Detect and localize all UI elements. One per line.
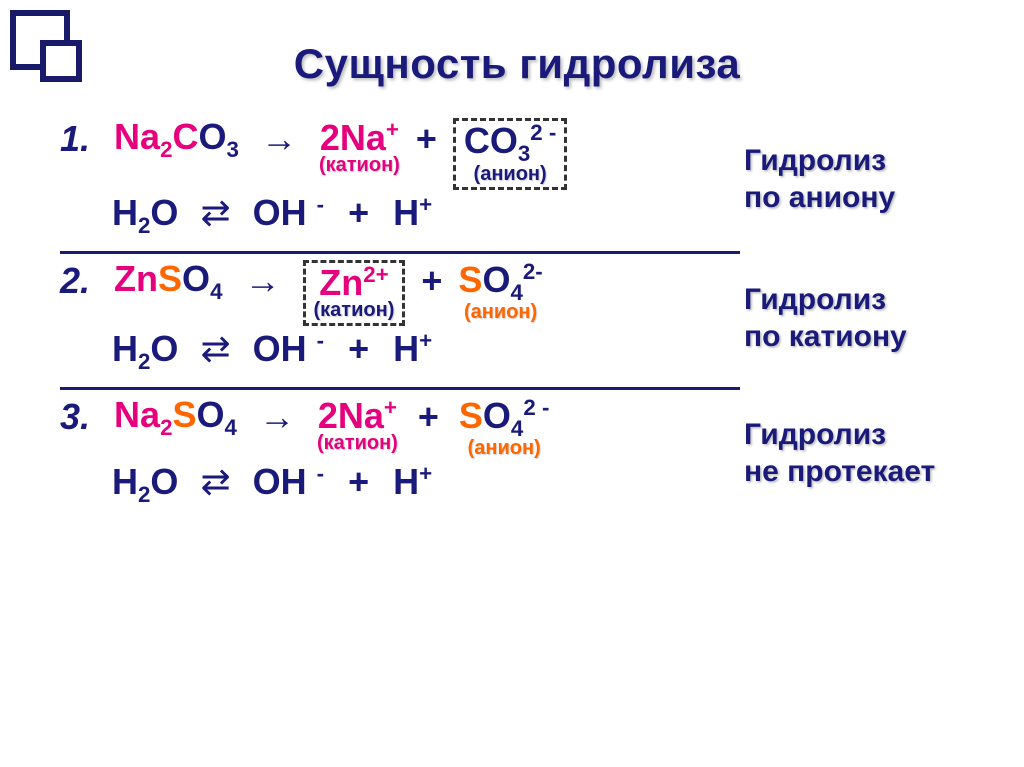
reaction-3: 3. Na2SO4 → 2Na+(катион) + SO42 -(анион)… — [60, 396, 974, 515]
corner-decoration — [0, 0, 120, 80]
divider — [60, 251, 740, 254]
hydrolysis-type-2: Гидролизпо катиону — [730, 281, 974, 356]
reaction-2: 2. ZnSO4 → Zn2+(катион) + SO42-(анион) H… — [60, 260, 974, 381]
reaction-1: 1. Na2CO3 → 2Na+(катион) + CO32 -(анион)… — [60, 118, 974, 245]
slide-title: Сущность гидролиза — [60, 40, 974, 88]
hydrolysis-type-3: Гидролизне протекает — [730, 416, 974, 491]
divider — [60, 387, 740, 390]
row-number: 3. — [60, 396, 90, 437]
row-number: 1. — [60, 118, 90, 159]
row-number: 2. — [60, 260, 90, 301]
hydrolysis-type-1: Гидролизпо аниону — [730, 142, 974, 217]
